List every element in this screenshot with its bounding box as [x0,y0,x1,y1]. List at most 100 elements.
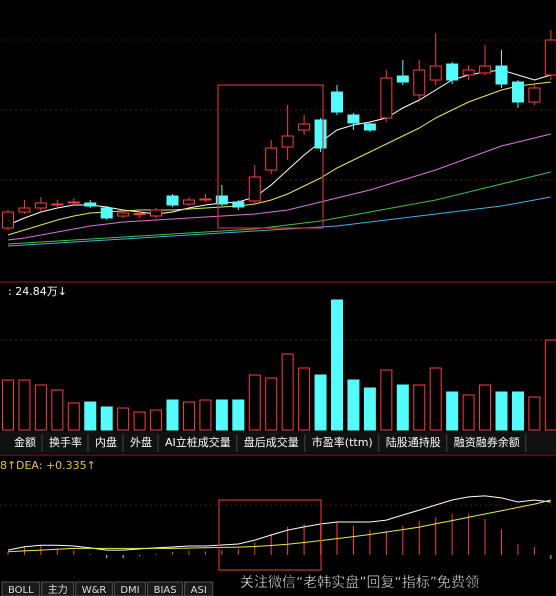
bottom-tab-label: W&R [82,585,107,596]
candle-body [248,176,261,202]
candle-body [429,65,442,81]
candle-body [150,209,163,217]
volume-bar [462,394,475,431]
volume-bar [2,379,14,431]
indicator-tab[interactable]: 金额 [14,435,36,449]
volume-bar [248,374,261,431]
volume-bar [544,339,556,431]
indicator-tab[interactable]: 陆股通持股 [386,435,441,449]
bottom-tab[interactable] [113,581,147,596]
volume-bar [429,367,442,431]
candle-body [314,119,327,149]
volume-bar [67,402,80,431]
candle-body [67,201,80,204]
volume-bar [182,401,195,431]
volume-bar [298,367,311,431]
candle-body [2,211,14,229]
candle-body [265,147,278,171]
candle-body [462,69,475,76]
bottom-tab-label: 主力 [48,583,68,596]
moving-average-line [7,133,552,241]
volume-bar [232,399,245,431]
volume-bar [396,384,409,431]
candle-body [396,75,409,83]
volume-bar [511,391,524,431]
highlight-box [217,84,324,229]
bottom-tab[interactable] [147,581,184,596]
indicator-tab[interactable]: 市盈率(ttm) [312,435,373,449]
macd-label: DEA: +0.335↑ [16,459,96,472]
moving-average-line [7,171,552,245]
candle-body [380,77,393,119]
bottom-tab-label: DMI [120,585,139,596]
volume-bar [281,353,294,431]
moving-average-line [7,81,551,236]
bottom-tab[interactable] [184,581,214,596]
volume-bar [117,407,130,431]
bottom-tab-label: ASI [191,585,207,596]
watermark: 关注微信“老韩实盘”回复“指标”免费领 [240,574,479,591]
volume-bar [314,374,327,431]
candle-body [51,203,64,206]
candle-body [298,123,311,131]
candle-body [117,212,130,217]
volume-bar [100,406,113,431]
volume-bar [347,379,360,431]
volume-bar [51,389,64,431]
volume-bar [363,387,376,431]
candle-body [199,198,212,201]
candle-body [413,69,426,96]
plot-layer [2,30,556,559]
volume-bar [413,384,426,431]
bottom-tab-group: ASI [184,581,214,596]
candle-body [182,199,195,205]
indicator-tab[interactable]: 换手率 [49,435,82,449]
candle-body [495,65,508,85]
volume-bar [34,384,47,431]
bottom-tab-label: BIAS [154,585,177,596]
volume-bar [331,299,343,431]
volume-bar [265,377,278,431]
candle-body [347,114,360,124]
moving-average-line [7,69,552,226]
volume-bar [199,399,212,431]
volume-bar [446,391,459,431]
candle-body [232,201,245,208]
candle-body [100,207,113,219]
candle-body [166,195,179,206]
volume-bar [133,411,146,431]
volume-bar [528,396,541,431]
candle-body [34,202,47,209]
volume-bar [495,391,508,431]
bottom-tab[interactable] [41,581,75,596]
bottom-tab[interactable] [1,581,41,596]
indicator-tab[interactable]: AI立桩成交量 [165,435,231,449]
highlight-box [218,499,322,571]
indicator-tab[interactable]: 外盘 [130,435,152,449]
volume-bar [479,384,492,431]
indicator-tab[interactable]: 内盘 [95,435,117,449]
indicator-tab[interactable]: 盘后成交量 [244,435,299,449]
bottom-tab-group: BIAS [147,581,184,596]
bottom-tab-group: W&R [75,581,113,596]
dif-line [7,495,551,551]
candle-body [479,65,492,74]
bottom-tab[interactable] [75,581,113,596]
volume-bar [215,399,228,431]
candle-body [446,63,459,81]
candle-body [281,135,294,148]
tab-bar [0,432,556,453]
candle-body [511,81,524,103]
candle-body [133,213,146,215]
candle-body [84,202,97,207]
indicator-tab[interactable]: 融资融券余额 [454,435,520,449]
volume-bar [84,401,97,431]
macd-label: 8↑ [0,459,16,472]
candle-body [18,207,31,213]
candle-body [331,91,343,113]
volume-bar [18,379,31,431]
volume-bar [150,409,163,431]
dea-line [7,499,552,553]
